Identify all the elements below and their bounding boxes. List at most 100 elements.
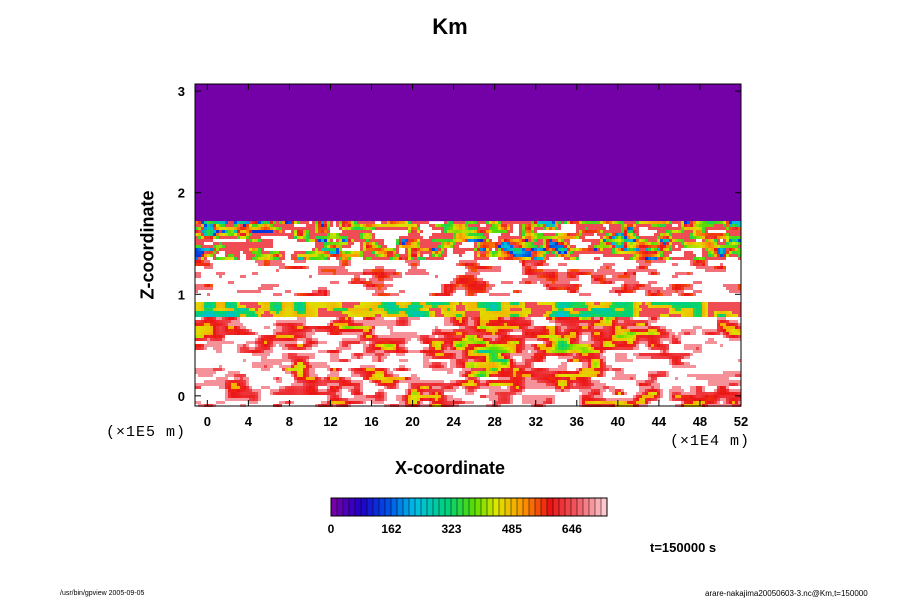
heatmap-cell xyxy=(201,224,204,227)
heatmap-cell xyxy=(549,227,552,230)
heatmap-cell xyxy=(711,233,714,236)
heatmap-cell xyxy=(375,293,378,296)
heatmap-cell xyxy=(603,323,606,326)
heatmap-cell xyxy=(204,257,207,260)
heatmap-cell xyxy=(318,257,321,260)
heatmap-cell xyxy=(501,311,504,314)
heatmap-cell xyxy=(723,266,726,269)
heatmap-cell xyxy=(264,263,267,266)
heatmap-cell xyxy=(660,242,663,245)
heatmap-cell xyxy=(249,224,252,227)
heatmap-cell xyxy=(351,317,354,320)
heatmap-cell xyxy=(420,314,423,317)
heatmap-cell xyxy=(552,275,555,278)
heatmap-cell xyxy=(474,254,477,257)
heatmap-cell xyxy=(288,344,291,347)
heatmap-cell xyxy=(483,242,486,245)
heatmap-cell xyxy=(462,236,465,239)
heatmap-cell xyxy=(627,305,630,308)
heatmap-cell xyxy=(468,308,471,311)
heatmap-cell xyxy=(684,302,687,305)
heatmap-cell xyxy=(651,341,654,344)
heatmap-cell xyxy=(564,329,567,332)
heatmap-cell xyxy=(423,305,426,308)
heatmap-cell xyxy=(444,308,447,311)
heatmap-cell xyxy=(399,239,402,242)
heatmap-cell xyxy=(630,287,633,290)
heatmap-cell xyxy=(390,278,393,281)
heatmap-cell xyxy=(666,311,669,314)
heatmap-cell xyxy=(363,221,366,224)
heatmap-cell xyxy=(738,290,741,293)
heatmap-cell xyxy=(567,269,570,272)
heatmap-cell xyxy=(630,242,633,245)
heatmap-cell xyxy=(351,338,354,341)
heatmap-cell xyxy=(459,320,462,323)
heatmap-cell xyxy=(453,332,456,335)
heatmap-cell xyxy=(636,326,639,329)
heatmap-cell xyxy=(219,317,222,320)
heatmap-cell xyxy=(546,332,549,335)
heatmap-cell xyxy=(495,320,498,323)
heatmap-cell xyxy=(525,266,528,269)
heatmap-cell xyxy=(363,245,366,248)
heatmap-cell xyxy=(492,338,495,341)
heatmap-cell xyxy=(549,305,552,308)
heatmap-cell xyxy=(345,332,348,335)
heatmap-cell xyxy=(210,317,213,320)
heatmap-cell xyxy=(207,227,210,230)
heatmap-cell xyxy=(297,227,300,230)
heatmap-cell xyxy=(429,338,432,341)
heatmap-cell xyxy=(348,257,351,260)
heatmap-cell xyxy=(489,317,492,320)
heatmap-cell xyxy=(615,326,618,329)
heatmap-cell xyxy=(558,308,561,311)
heatmap-cell xyxy=(198,239,201,242)
heatmap-cell xyxy=(324,293,327,296)
heatmap-cell xyxy=(453,230,456,233)
heatmap-cell xyxy=(615,290,618,293)
heatmap-cell xyxy=(642,320,645,323)
heatmap-cell xyxy=(633,233,636,236)
heatmap-cell xyxy=(615,335,618,338)
heatmap-cell xyxy=(342,272,345,275)
heatmap-cell xyxy=(612,281,615,284)
heatmap-cell xyxy=(492,332,495,335)
heatmap-cell xyxy=(522,251,525,254)
heatmap-cell xyxy=(465,248,468,251)
heatmap-cell xyxy=(474,257,477,260)
heatmap-cell xyxy=(705,239,708,242)
heatmap-cell xyxy=(534,257,537,260)
heatmap-cell xyxy=(699,311,702,314)
heatmap-cell xyxy=(615,302,618,305)
heatmap-cell xyxy=(651,260,654,263)
heatmap-cell xyxy=(687,329,690,332)
heatmap-cell xyxy=(339,326,342,329)
heatmap-cell xyxy=(660,329,663,332)
heatmap-cell xyxy=(573,248,576,251)
heatmap-cell xyxy=(315,233,318,236)
heatmap-cell xyxy=(213,242,216,245)
heatmap-cell xyxy=(381,338,384,341)
heatmap-cell xyxy=(447,314,450,317)
heatmap-cell xyxy=(357,275,360,278)
heatmap-cell xyxy=(387,227,390,230)
heatmap-cell xyxy=(294,308,297,311)
heatmap-cell xyxy=(711,248,714,251)
heatmap-cell xyxy=(447,341,450,344)
heatmap-cell xyxy=(708,302,711,305)
heatmap-cell xyxy=(441,311,444,314)
heatmap-cell xyxy=(618,326,621,329)
heatmap-cell xyxy=(552,269,555,272)
heatmap-cell xyxy=(312,254,315,257)
heatmap-cell xyxy=(279,266,282,269)
heatmap-cell xyxy=(702,266,705,269)
heatmap-cell xyxy=(429,224,432,227)
heatmap-cell xyxy=(477,254,480,257)
heatmap-cell xyxy=(552,338,555,341)
heatmap-cell xyxy=(513,335,516,338)
heatmap-cell xyxy=(588,302,591,305)
heatmap-cell xyxy=(504,281,507,284)
heatmap-cell xyxy=(615,245,618,248)
heatmap-cell xyxy=(291,236,294,239)
